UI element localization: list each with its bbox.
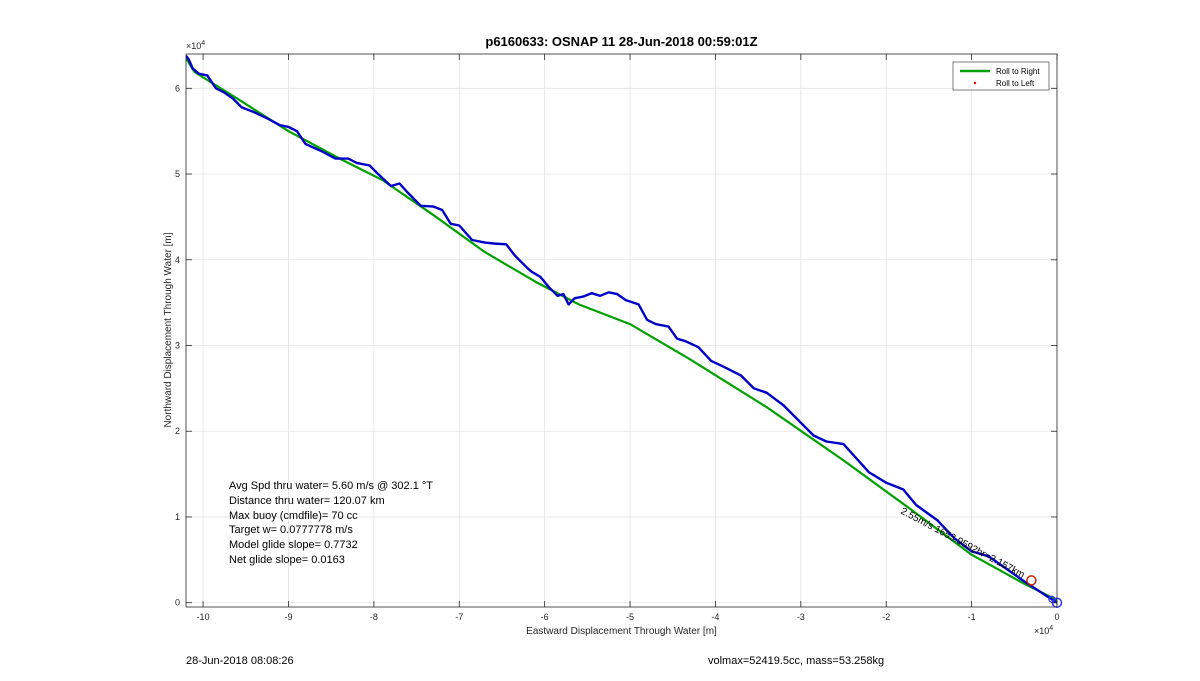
y-tick-label: 6 xyxy=(175,83,180,93)
annotations: Avg Spd thru water= 5.60 m/s @ 302.1 °T … xyxy=(229,480,433,566)
legend-dot-roll-left xyxy=(973,81,977,85)
annotation-distance: Distance thru water= 120.07 km xyxy=(229,495,385,507)
legend-label-roll-right: Roll to Right xyxy=(996,67,1040,76)
y-exponent-label: ×104 xyxy=(186,40,205,51)
x-tick-label: -4 xyxy=(711,612,719,622)
x-tick-label: -1 xyxy=(968,612,976,622)
y-axis-label: Northward Displacement Through Water [m] xyxy=(163,232,174,427)
x-axis-label: Eastward Displacement Through Water [m] xyxy=(526,626,717,637)
x-tick-label: 0 xyxy=(1054,612,1059,622)
plot-background xyxy=(186,54,1057,607)
legend: Roll to Right Roll to Left xyxy=(952,61,1050,91)
x-tick-label: -5 xyxy=(626,612,634,622)
footer-volmax-mass: volmax=52419.5cc, mass=53.258kg xyxy=(708,655,885,667)
annotation-max-buoy: Max buoy (cmdfile)= 70 cc xyxy=(229,510,358,522)
x-tick-label: -7 xyxy=(455,612,463,622)
x-tick-label: -8 xyxy=(370,612,378,622)
x-tick-label: -9 xyxy=(284,612,292,622)
annotation-model-glide-slope: Model glide slope= 0.7732 xyxy=(229,539,358,551)
y-tick-label: 2 xyxy=(175,426,180,436)
x-tick-label: -6 xyxy=(541,612,549,622)
annotation-target-w: Target w= 0.0777778 m/s xyxy=(229,524,353,536)
annotation-avg-speed: Avg Spd thru water= 5.60 m/s @ 302.1 °T xyxy=(229,480,433,492)
start-marker-inner xyxy=(1048,595,1056,603)
dive-marker xyxy=(1026,575,1037,586)
y-tick-label: 5 xyxy=(175,169,180,179)
y-tick-label: 0 xyxy=(175,598,180,608)
annotation-net-glide-slope: Net glide slope= 0.0163 xyxy=(229,554,345,566)
chart-title: p6160633: OSNAP 11 28-Jun-2018 00:59:01Z xyxy=(485,34,757,49)
x-tick-label: -10 xyxy=(197,612,210,622)
footer-timestamp: 28-Jun-2018 08:08:26 xyxy=(186,655,294,667)
y-tick-label: 4 xyxy=(175,255,180,265)
x-tick-label: -3 xyxy=(797,612,805,622)
y-tick-label: 3 xyxy=(175,341,180,351)
legend-label-roll-left: Roll to Left xyxy=(996,79,1035,88)
plot-frame xyxy=(185,53,1058,608)
x-tick-label: -2 xyxy=(882,612,890,622)
y-tick-label: 1 xyxy=(175,512,180,522)
x-exponent-label: ×104 xyxy=(1034,625,1053,636)
series-layer xyxy=(186,54,1057,604)
series-line-glider-track xyxy=(186,54,1057,604)
legend-box xyxy=(952,61,1050,91)
